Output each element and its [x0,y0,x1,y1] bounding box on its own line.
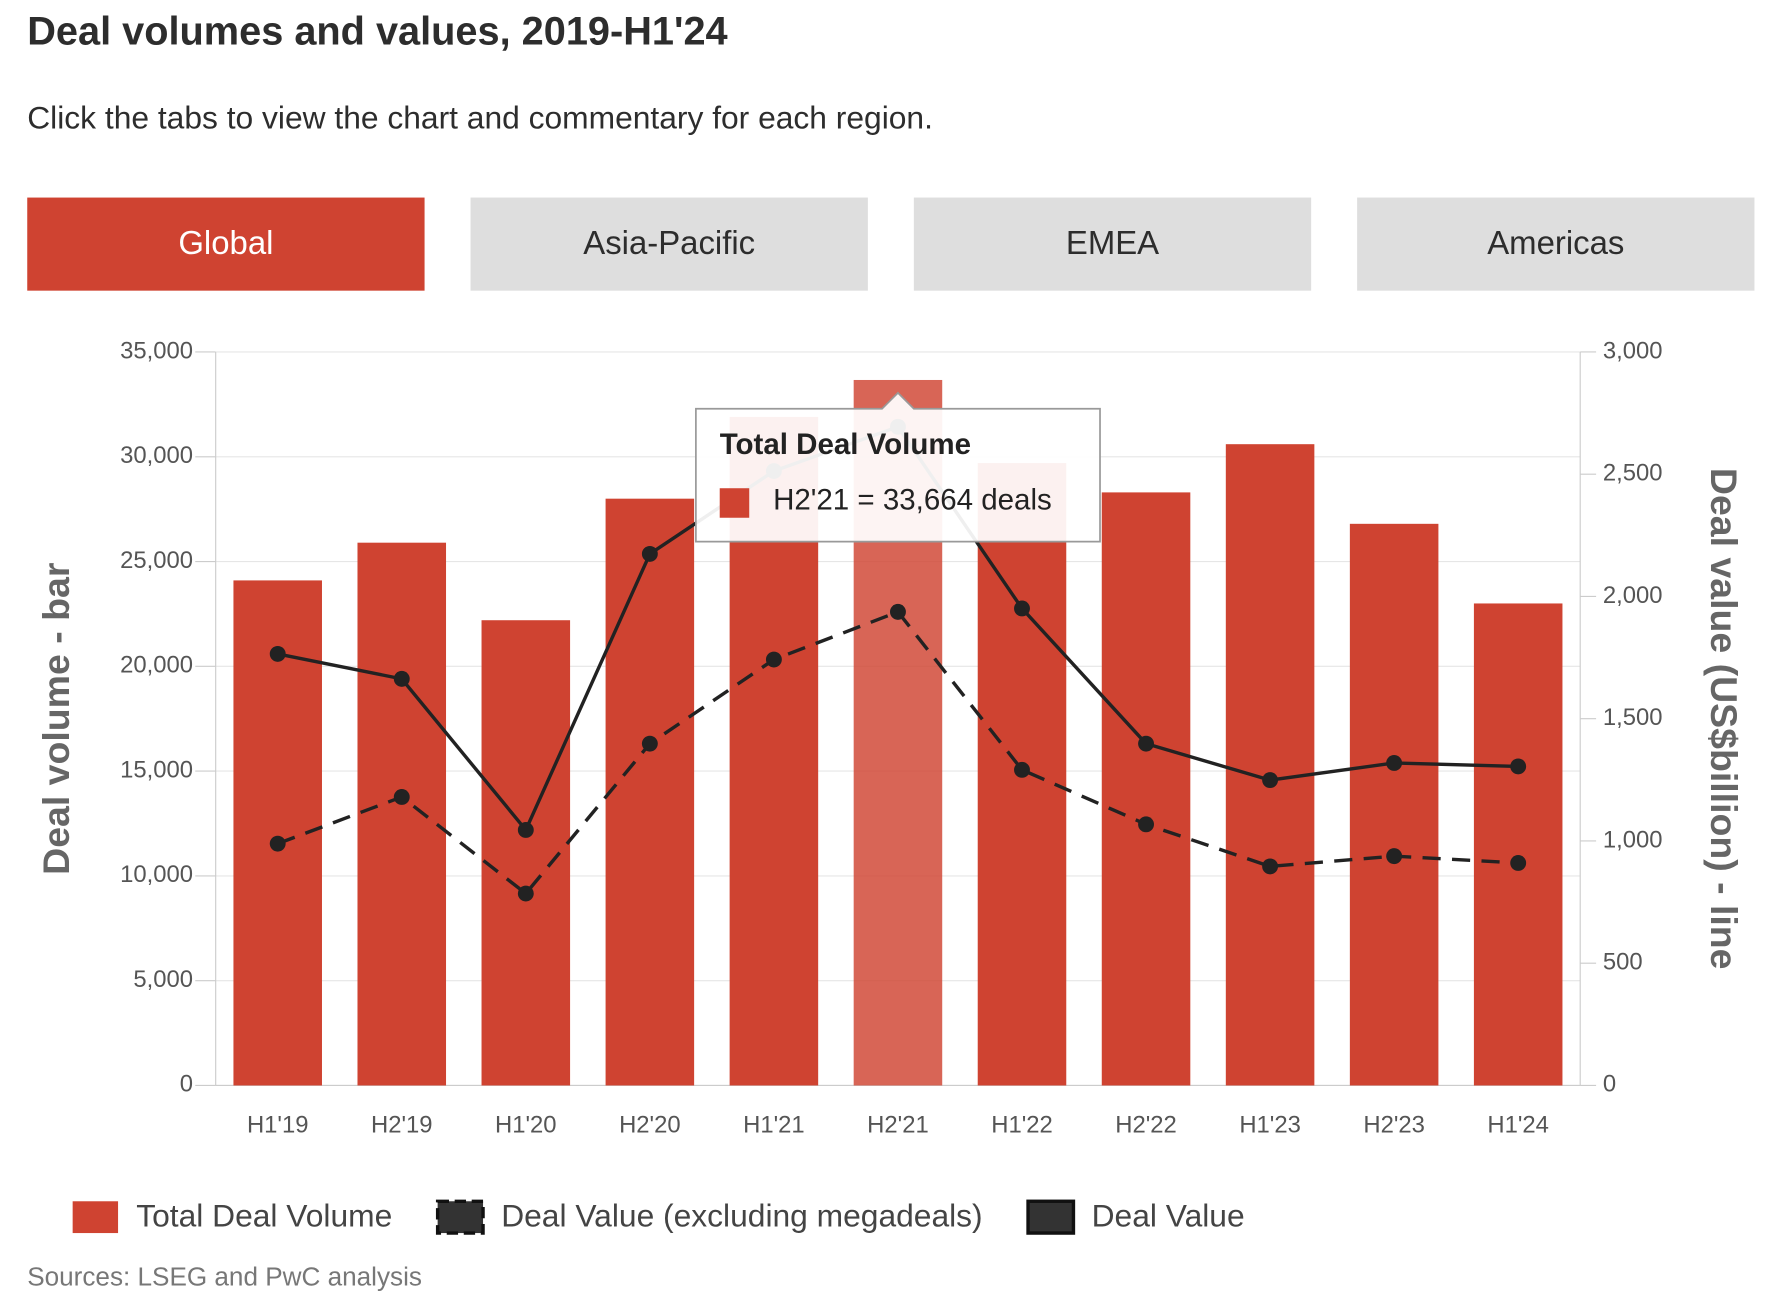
line-point [1138,816,1154,833]
line-point [393,670,410,687]
y2-tick-label: 2,000 [1603,582,1663,609]
line-point [890,603,906,620]
bar [1473,603,1563,1086]
y-tick-label: 0 [180,1071,193,1098]
bar [357,542,447,1086]
legend-item[interactable]: Deal Value (excluding megadeals) [435,1198,983,1235]
tooltip-box [695,391,1101,543]
tooltip: Total Deal Volume H2'21 = 33,664 deals [695,391,1101,543]
legend-item[interactable]: Total Deal Volume [72,1198,393,1234]
tooltip-title: Total Deal Volume [720,428,971,461]
bar [481,620,571,1086]
x-tick-label: H2'20 [619,1112,681,1139]
subtitle: Click the tabs to view the chart and com… [27,100,933,136]
legend-swatch [1026,1199,1076,1235]
tooltip-text: H2'21 = 33,664 deals [773,484,1052,517]
y-tick-label: 10,000 [120,861,193,888]
tooltip-swatch [719,488,750,518]
line [277,609,1519,896]
tab-label[interactable]: EMEA [1066,224,1159,261]
tab[interactable] [470,197,868,291]
x-tick-label: H1'20 [495,1112,557,1139]
line-point [1014,600,1030,617]
tab[interactable] [913,197,1312,291]
y2-tick-label: 3,000 [1603,337,1663,364]
page-title: Deal volumes and values, 2019-H1'24 [27,10,727,54]
y-tick-label: 30,000 [120,442,193,469]
y-tick-label: 35,000 [120,337,193,364]
legend-label: Deal Value (excluding megadeals) [501,1198,982,1234]
y2-tick-label: 1,500 [1603,704,1663,731]
tab[interactable] [27,197,425,291]
y-axis-label: Deal volume - bar [35,562,77,875]
y-tick-label: 15,000 [120,756,193,783]
y2-tick-label: 1,000 [1603,826,1663,853]
line-point [641,545,658,562]
legend-swatch [435,1199,485,1235]
source: Sources: LSEG and PwC analysis [27,1261,422,1291]
y-tick-label: 25,000 [120,547,193,574]
bar [1101,492,1191,1086]
legend-swatch [72,1201,119,1234]
line-point [269,645,286,662]
bar [1349,523,1439,1086]
x-tick-label: H1'22 [991,1112,1053,1139]
x-tick-label: H2'21 [867,1112,929,1139]
line-point [1262,772,1279,789]
y2-tick-label: 500 [1603,949,1643,976]
line-point [1510,758,1527,775]
line-point [1510,855,1527,871]
line-point [641,735,658,752]
line-point [517,822,534,838]
line-point [1014,761,1030,778]
legend-label: Total Deal Volume [136,1198,392,1234]
line-point [517,885,534,902]
line-point [393,789,410,805]
x-tick-label: H2'23 [1363,1112,1425,1139]
y2-tick-label: 0 [1603,1071,1616,1098]
bar [1225,444,1315,1086]
line-point [1386,755,1403,771]
x-tick-label: H2'19 [371,1112,433,1139]
line-point [765,651,782,668]
line-point [1386,848,1403,865]
tab-label[interactable]: Global [178,224,273,261]
line-point [269,835,286,852]
x-tick-label: H2'22 [1115,1112,1177,1139]
y2-tick-label: 2,500 [1603,460,1663,487]
legend-item[interactable]: Deal Value [1026,1198,1245,1235]
line-point [1138,735,1154,752]
y-tick-label: 5,000 [133,966,193,993]
tab-label[interactable]: Americas [1487,224,1624,261]
x-tick-label: H1'24 [1487,1112,1549,1139]
line-point [1262,858,1279,875]
bar [605,498,695,1086]
x-tick-label: H1'23 [1239,1112,1301,1139]
y2-axis-label: Deal value (US$billion) - line [1703,468,1745,970]
tab[interactable] [1357,197,1755,291]
x-tick-label: H1'21 [743,1112,805,1139]
x-tick-label: H1'19 [247,1112,309,1139]
legend-label: Deal Value [1092,1198,1245,1234]
y-tick-label: 20,000 [120,652,193,679]
tab-label[interactable]: Asia-Pacific [583,224,755,261]
